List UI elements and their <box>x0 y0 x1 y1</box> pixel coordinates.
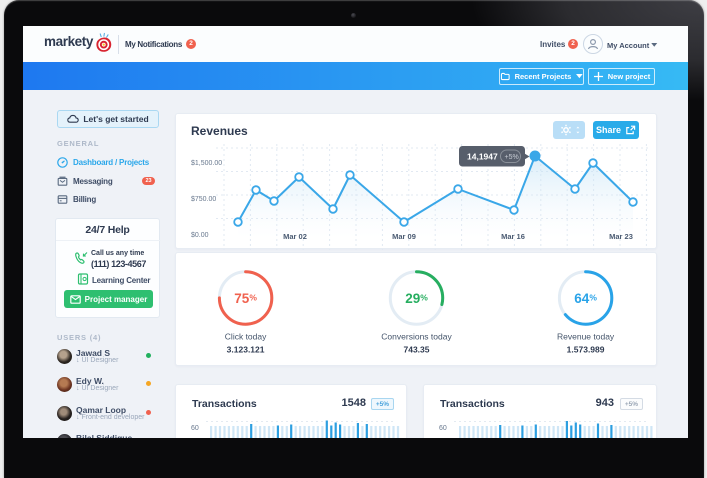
svg-text:Click today: Click today <box>225 332 267 342</box>
svg-text:+5%: +5% <box>505 154 519 161</box>
svg-text:29%: 29% <box>405 291 428 306</box>
svg-text:1.573.989: 1.573.989 <box>567 345 605 355</box>
svg-text:Conversions today: Conversions today <box>381 332 452 342</box>
svg-text:743.35: 743.35 <box>404 345 430 355</box>
svg-text:75%: 75% <box>234 291 257 306</box>
svg-text:14,1947: 14,1947 <box>467 152 498 162</box>
svg-text:64%: 64% <box>574 291 597 306</box>
svg-text:Revenue today: Revenue today <box>557 332 615 342</box>
svg-text:3.123.121: 3.123.121 <box>227 345 265 355</box>
